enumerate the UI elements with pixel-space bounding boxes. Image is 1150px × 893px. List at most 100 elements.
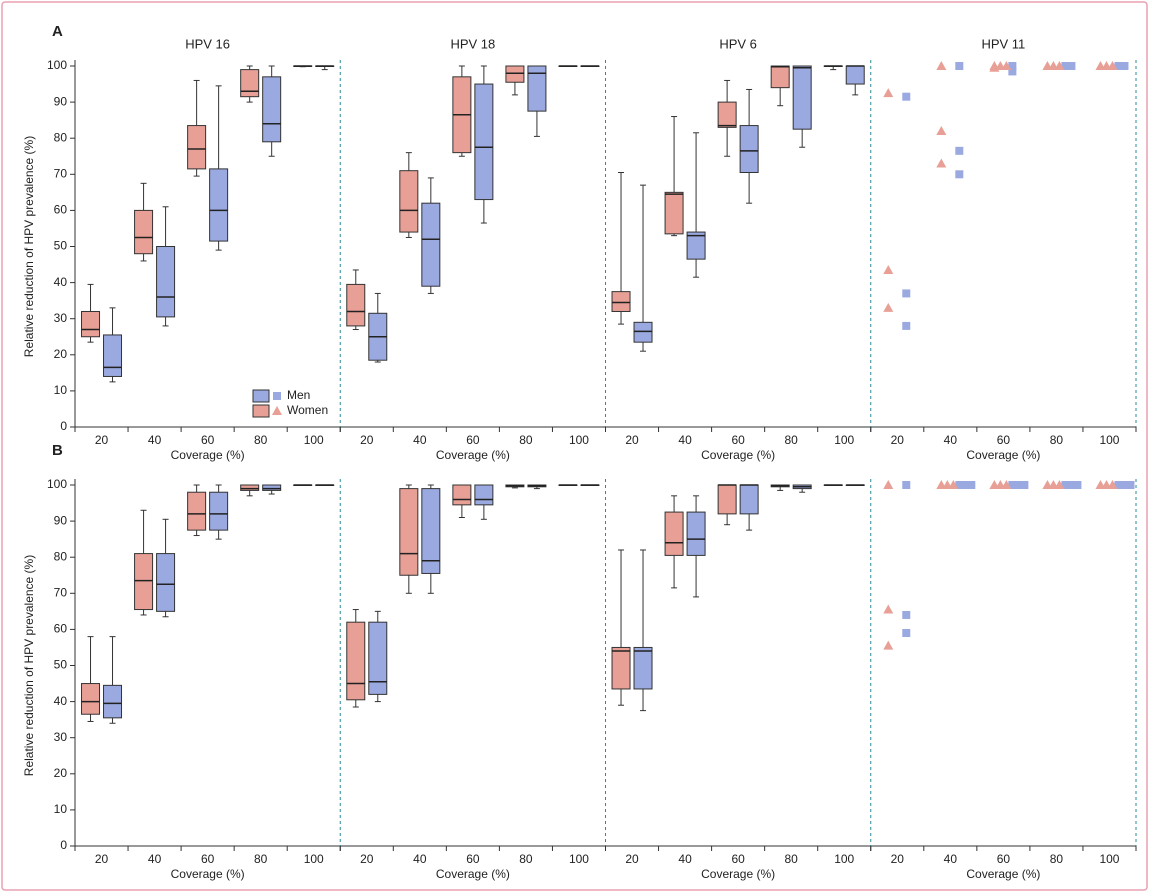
legend-box: [252, 404, 270, 418]
box: [421, 488, 441, 574]
x-tick-label: 100: [569, 852, 589, 866]
x-tick-label: 80: [1050, 433, 1064, 447]
point: [1001, 61, 1012, 70]
x-tick-label: 80: [519, 852, 533, 866]
point: [955, 146, 964, 155]
point: [883, 302, 894, 312]
point: [961, 481, 970, 489]
box: [103, 684, 123, 719]
box: [240, 484, 260, 491]
y-tick-label: 80: [54, 549, 68, 563]
box: [527, 65, 547, 112]
y-tick-label: 80: [54, 130, 68, 144]
box: [240, 69, 260, 98]
panel-label: B: [52, 442, 63, 459]
x-tick-label: 60: [731, 852, 745, 866]
x-axis-label: Coverage (%): [966, 448, 1040, 462]
x-tick-label: 100: [834, 433, 854, 447]
y-tick-label: 100: [47, 58, 67, 72]
panel-title: HPV 16: [185, 36, 230, 51]
point: [1067, 481, 1076, 489]
x-tick-label: 40: [678, 433, 692, 447]
box: [399, 170, 419, 233]
point: [1120, 481, 1129, 489]
y-tick-label: 60: [54, 203, 68, 217]
x-tick-label: 40: [148, 852, 162, 866]
x-tick-label: 20: [891, 852, 905, 866]
point: [1073, 481, 1082, 489]
x-tick-label: 20: [95, 852, 109, 866]
box: [686, 231, 706, 260]
x-tick-label: 60: [466, 852, 480, 866]
point: [1054, 480, 1065, 489]
point: [1067, 62, 1076, 70]
box: [664, 191, 684, 235]
point: [936, 61, 947, 70]
y-tick-label: 0: [60, 838, 67, 852]
point: [902, 481, 911, 489]
x-tick-label: 80: [254, 433, 268, 447]
x-axis-label: Coverage (%): [966, 867, 1040, 881]
x-tick-label: 80: [1050, 852, 1064, 866]
point: [1054, 61, 1065, 70]
y-tick-label: 70: [54, 166, 68, 180]
y-tick-label: 10: [54, 802, 68, 816]
point: [883, 604, 894, 614]
box: [134, 553, 154, 611]
legend-label: Men: [287, 388, 310, 402]
point: [1126, 481, 1135, 489]
box: [399, 488, 419, 576]
point: [955, 170, 964, 179]
box: [156, 246, 176, 318]
x-tick-label: 40: [413, 852, 427, 866]
x-tick-label: 80: [784, 433, 798, 447]
x-tick-label: 40: [413, 433, 427, 447]
box: [421, 202, 441, 287]
box: [739, 125, 759, 173]
point: [1061, 481, 1070, 489]
x-tick-label: 80: [519, 433, 533, 447]
panel-title: HPV 6: [719, 36, 757, 51]
y-tick-label: 90: [54, 513, 68, 527]
box: [209, 168, 229, 242]
x-axis-label: Coverage (%): [171, 448, 245, 462]
x-tick-label: 20: [95, 433, 109, 447]
box: [611, 291, 631, 312]
x-tick-label: 40: [678, 852, 692, 866]
box: [346, 283, 366, 327]
box: [845, 65, 865, 85]
point: [1014, 481, 1023, 489]
legend-marker: [272, 406, 282, 415]
point: [967, 481, 976, 489]
x-tick-label: 60: [731, 433, 745, 447]
point: [989, 62, 1000, 72]
x-tick-label: 100: [304, 852, 324, 866]
box: [633, 321, 653, 343]
x-tick-label: 60: [997, 433, 1011, 447]
x-tick-label: 40: [148, 433, 162, 447]
box: [209, 491, 229, 531]
point: [1008, 481, 1017, 489]
point: [1001, 480, 1012, 489]
x-axis-label: Coverage (%): [171, 867, 245, 881]
point: [1107, 480, 1118, 489]
box: [505, 65, 525, 83]
box: [611, 646, 631, 690]
y-tick-label: 20: [54, 766, 68, 780]
point: [902, 289, 911, 298]
box: [717, 101, 737, 128]
x-tick-label: 100: [304, 433, 324, 447]
x-tick-label: 40: [944, 852, 958, 866]
x-tick-label: 100: [1099, 433, 1119, 447]
box: [770, 65, 790, 89]
point: [902, 629, 911, 638]
box: [81, 683, 101, 715]
box: [81, 310, 101, 338]
point: [1120, 62, 1129, 70]
x-axis-label: Coverage (%): [701, 867, 775, 881]
x-tick-label: 60: [997, 852, 1011, 866]
y-tick-label: 0: [60, 419, 67, 433]
x-tick-label: 20: [625, 852, 639, 866]
point: [1008, 62, 1017, 70]
point: [936, 158, 947, 168]
